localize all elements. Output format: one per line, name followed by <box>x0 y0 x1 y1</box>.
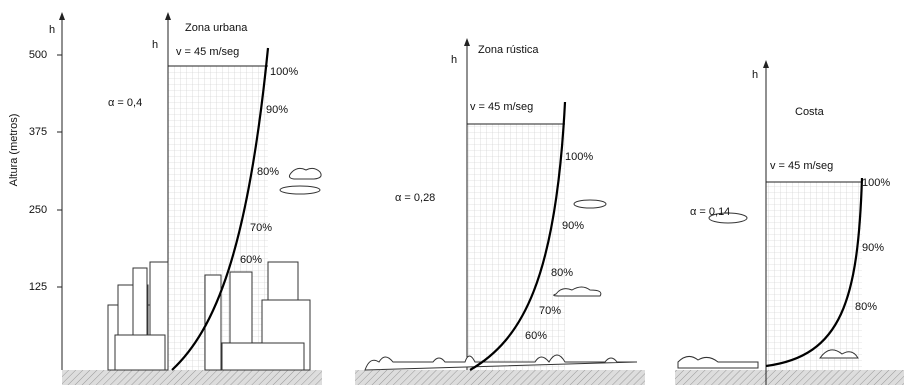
axis-symbol: h <box>152 39 158 51</box>
cloud <box>289 168 321 179</box>
percent-label: 100% <box>565 151 593 163</box>
axis-symbol: h <box>752 69 758 81</box>
percent-label: 100% <box>862 177 890 189</box>
panel-title: Costa <box>795 106 825 118</box>
percent-label: 70% <box>250 222 272 234</box>
axis-arrow <box>165 12 171 20</box>
percent-label: 100% <box>270 66 298 78</box>
vegetation <box>678 356 758 368</box>
percent-label: 80% <box>855 301 877 313</box>
speed-label: v = 45 m/seg <box>770 160 833 172</box>
tick-label: 500 <box>29 49 47 61</box>
percent-label: 70% <box>539 305 561 317</box>
alpha-label: α = 0,14 <box>690 206 730 218</box>
speed-label: v = 45 m/seg <box>176 46 239 58</box>
percent-label: 60% <box>240 254 262 266</box>
tick-label: 125 <box>29 281 47 293</box>
cloud <box>280 186 320 194</box>
ground <box>62 370 322 385</box>
percent-label: 80% <box>551 267 573 279</box>
panel-title: Zona urbana <box>185 22 248 34</box>
profile-grid <box>766 182 862 370</box>
percent-label: 90% <box>562 220 584 232</box>
alpha-label: α = 0,4 <box>108 97 142 109</box>
axis-arrow <box>763 60 769 68</box>
axis-symbol: h <box>451 54 457 66</box>
speed-label: v = 45 m/seg <box>470 101 533 113</box>
buildings <box>108 262 310 370</box>
tick-label: 250 <box>29 204 47 216</box>
axis-label: Altura (metros) <box>8 114 20 187</box>
percent-label: 90% <box>266 104 288 116</box>
ground <box>675 370 904 385</box>
axis-symbol: h <box>49 24 55 36</box>
profile-grid <box>467 124 565 370</box>
axis-arrow <box>59 12 65 20</box>
percent-label: 90% <box>862 242 884 254</box>
axis-arrow <box>464 38 470 46</box>
alpha-label: α = 0,28 <box>395 192 435 204</box>
ground <box>355 370 645 385</box>
percent-label: 80% <box>257 166 279 178</box>
percent-label: 60% <box>525 330 547 342</box>
panel-title: Zona rústica <box>478 44 539 56</box>
wind-profile-diagram: h 500 375 250 125 Altura (metros) Zona u… <box>0 0 904 385</box>
tick-label: 375 <box>29 126 47 138</box>
cloud <box>574 200 606 208</box>
